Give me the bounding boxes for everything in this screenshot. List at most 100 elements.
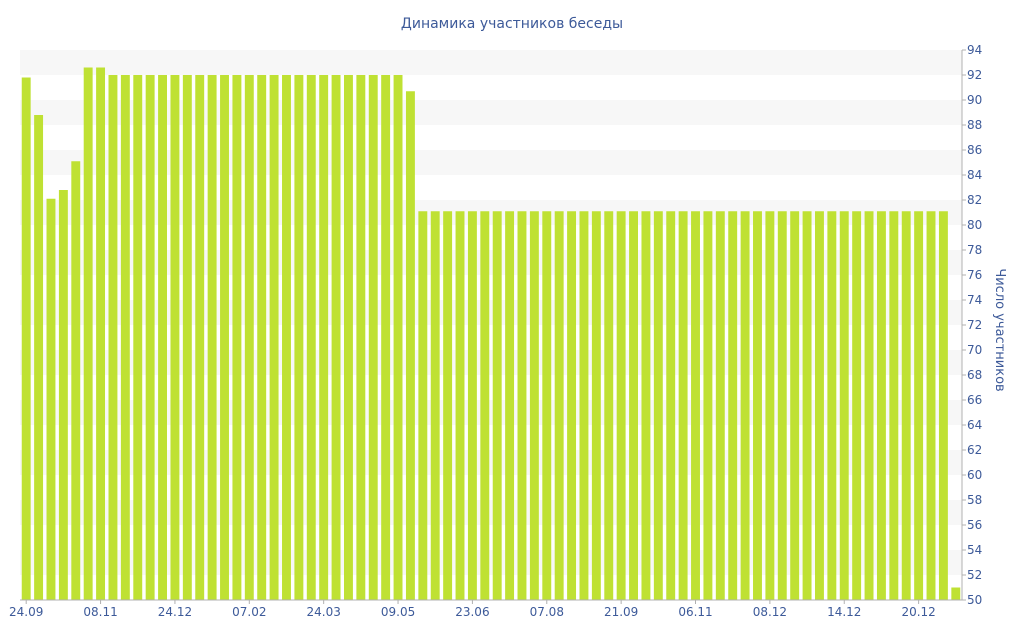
bar bbox=[579, 211, 589, 600]
y-tick-label: 66 bbox=[967, 393, 982, 407]
axes-group bbox=[20, 49, 966, 604]
bar bbox=[505, 211, 515, 600]
y-tick-label: 50 bbox=[967, 593, 982, 607]
bar bbox=[455, 211, 465, 600]
y-tick-label: 76 bbox=[967, 268, 982, 282]
bar bbox=[244, 75, 254, 600]
bar bbox=[777, 211, 787, 600]
bar bbox=[220, 75, 229, 600]
y-axis-label: Число участников bbox=[992, 268, 1007, 391]
bar bbox=[282, 75, 291, 600]
x-tick-label: 09.05 bbox=[381, 605, 415, 619]
bar bbox=[951, 587, 961, 600]
bar bbox=[492, 211, 502, 600]
bar bbox=[852, 211, 862, 600]
bar bbox=[257, 75, 267, 600]
bar bbox=[815, 211, 824, 600]
x-tick-label: 24.12 bbox=[158, 605, 192, 619]
bar bbox=[405, 91, 415, 600]
bar bbox=[58, 190, 68, 600]
bar bbox=[368, 75, 378, 600]
bar bbox=[517, 211, 527, 600]
bar bbox=[393, 75, 403, 600]
bar bbox=[344, 75, 353, 600]
bar bbox=[529, 211, 539, 600]
x-tick-label: 21.09 bbox=[604, 605, 638, 619]
y-tick-label: 64 bbox=[967, 418, 982, 432]
bar bbox=[294, 75, 304, 600]
y-tick-label: 82 bbox=[967, 193, 982, 207]
bar bbox=[170, 75, 180, 600]
bar bbox=[802, 211, 812, 600]
x-tick-label: 07.08 bbox=[530, 605, 564, 619]
x-tick-label: 24.09 bbox=[9, 605, 43, 619]
bar bbox=[653, 211, 663, 600]
y-tick-label: 84 bbox=[967, 168, 982, 182]
chart-title: Динамика участников беседы bbox=[401, 16, 623, 32]
y-tick-label: 90 bbox=[967, 93, 982, 107]
x-tick-label: 08.12 bbox=[753, 605, 787, 619]
bars-group bbox=[21, 67, 961, 600]
y-tick-label: 78 bbox=[967, 243, 982, 257]
y-tick-label: 80 bbox=[967, 218, 982, 232]
bar bbox=[889, 211, 899, 600]
bar bbox=[740, 211, 750, 600]
bar bbox=[753, 211, 762, 600]
bar bbox=[591, 211, 601, 600]
bar bbox=[195, 75, 205, 600]
bar bbox=[120, 75, 130, 600]
x-tick-label: 23.06 bbox=[455, 605, 489, 619]
x-tick-label: 06.11 bbox=[678, 605, 712, 619]
bar bbox=[914, 211, 924, 600]
bar bbox=[938, 211, 948, 600]
grid-band bbox=[20, 50, 962, 75]
x-tick-label: 07.02 bbox=[232, 605, 266, 619]
bar bbox=[765, 211, 775, 600]
x-tick-label: 24.03 bbox=[306, 605, 340, 619]
bar bbox=[864, 211, 874, 600]
bar bbox=[21, 77, 31, 600]
bar bbox=[467, 211, 477, 600]
bar bbox=[876, 211, 886, 600]
bar bbox=[480, 211, 490, 600]
x-tick-label: 14.12 bbox=[827, 605, 861, 619]
bar bbox=[839, 211, 849, 600]
bar bbox=[901, 211, 911, 600]
y-tick-label: 54 bbox=[967, 543, 982, 557]
y-tick-label: 88 bbox=[967, 118, 982, 132]
y-tick-label: 92 bbox=[967, 68, 982, 82]
bar bbox=[381, 75, 391, 600]
bar bbox=[71, 161, 81, 600]
bar bbox=[108, 75, 118, 600]
bar bbox=[46, 198, 56, 600]
x-tick-label: 20.12 bbox=[901, 605, 935, 619]
bar bbox=[319, 75, 329, 600]
bar bbox=[96, 67, 106, 600]
y-tick-label: 52 bbox=[967, 568, 982, 582]
y-tick-label: 70 bbox=[967, 343, 982, 357]
bar bbox=[728, 211, 738, 600]
y-tick-label: 62 bbox=[967, 443, 982, 457]
bar bbox=[182, 75, 192, 600]
bar bbox=[430, 211, 440, 600]
bar bbox=[269, 75, 279, 600]
bar bbox=[604, 211, 614, 600]
bar bbox=[158, 75, 167, 600]
bar bbox=[542, 211, 552, 600]
y-tick-label: 94 bbox=[967, 43, 982, 57]
bar bbox=[703, 211, 713, 600]
bar bbox=[678, 211, 688, 600]
y-tick-labels: 50 52 54 56 58 60 62 64 66 68 70 72 74 76 78 80 82 84 86 88… bbox=[967, 43, 982, 607]
bar bbox=[34, 115, 44, 600]
bar bbox=[232, 75, 242, 600]
bar bbox=[207, 75, 217, 600]
y-tick-label: 72 bbox=[967, 318, 982, 332]
bar bbox=[331, 75, 341, 600]
bar bbox=[629, 211, 638, 600]
y-tick-label: 74 bbox=[967, 293, 982, 307]
y-tick-label: 86 bbox=[967, 143, 982, 157]
bar bbox=[827, 211, 837, 600]
x-tick-labels: 24.09 08.11 24.12 07.02 24.03 09.05 23.06 07.08… bbox=[9, 605, 936, 619]
